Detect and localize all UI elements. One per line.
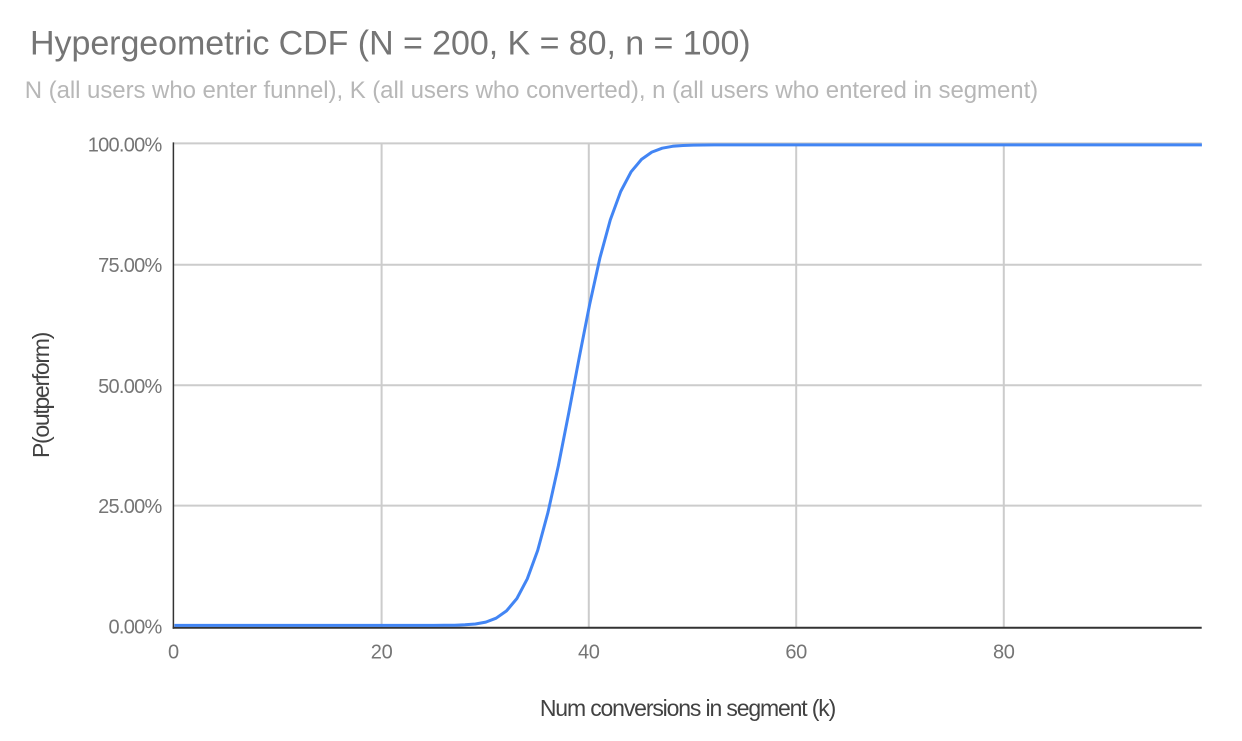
svg-text:Hypergeometric CDF (N = 200, K: Hypergeometric CDF (N = 200, K = 80, n =…: [30, 25, 751, 63]
svg-text:Num conversions in segment (k): Num conversions in segment (k): [540, 695, 836, 721]
svg-text:40: 40: [578, 641, 600, 663]
svg-text:20: 20: [371, 641, 393, 663]
svg-text:25.00%: 25.00%: [98, 496, 162, 518]
svg-text:75.00%: 75.00%: [98, 255, 162, 277]
svg-text:60: 60: [785, 641, 807, 663]
svg-text:80: 80: [993, 641, 1015, 663]
svg-text:N (all users who enter funnel): N (all users who enter funnel), K (all u…: [25, 77, 1038, 104]
svg-text:50.00%: 50.00%: [98, 376, 162, 398]
svg-text:P(outperform): P(outperform): [28, 332, 54, 458]
svg-text:100.00%: 100.00%: [88, 135, 163, 157]
svg-text:0: 0: [168, 641, 179, 663]
svg-text:0.00%: 0.00%: [109, 616, 163, 638]
